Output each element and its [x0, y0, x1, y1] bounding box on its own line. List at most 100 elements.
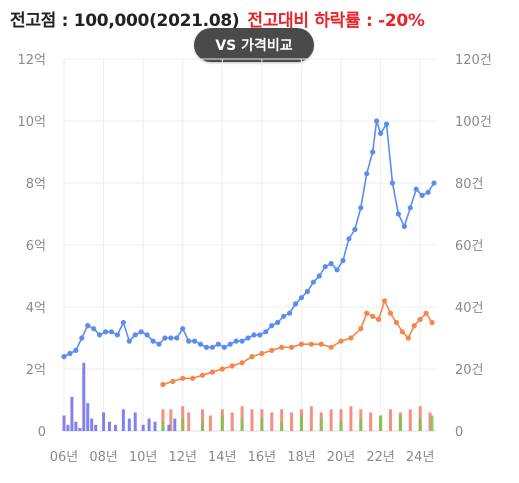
volume-bar-blue	[74, 421, 78, 431]
volume-bar-green	[260, 418, 264, 431]
price-point	[425, 189, 431, 195]
jeonse-point	[364, 310, 370, 316]
volume-bar-green	[418, 418, 422, 431]
volume-bar-green	[398, 415, 402, 431]
drop-rate-label: 전고대비 하락률 : -20%	[247, 11, 425, 31]
jeonse-point	[229, 363, 235, 369]
jeonse-point	[338, 338, 344, 344]
jeonse-point	[288, 344, 295, 350]
price-point	[286, 310, 293, 316]
price-point	[126, 338, 132, 344]
volume-bar-red	[270, 412, 274, 431]
y-right-tick-label: 0	[455, 425, 463, 440]
volume-bar-blue	[82, 362, 86, 431]
volume-bar-blue	[102, 412, 106, 431]
y-right-tick-label: 80건	[455, 177, 484, 192]
jeonse-point	[429, 319, 435, 326]
jeonse-point	[259, 350, 265, 357]
price-point	[215, 341, 221, 347]
price-point	[203, 344, 210, 350]
jeonse-point	[417, 316, 423, 322]
price-point	[310, 279, 316, 285]
y-left-tick-label: 12억	[17, 53, 46, 68]
price-point	[281, 313, 287, 319]
price-point	[227, 341, 233, 347]
y-left-tick-label: 10억	[17, 115, 46, 130]
price-point	[346, 236, 352, 242]
price-point	[79, 335, 85, 341]
price-point	[156, 341, 162, 347]
price-point	[407, 205, 413, 211]
volume-bar-red	[349, 406, 353, 431]
price-point	[374, 118, 380, 124]
price-point	[298, 295, 305, 301]
jeonse-point	[381, 298, 388, 304]
price-point	[108, 329, 115, 335]
price-point	[340, 257, 346, 264]
price-point	[186, 338, 192, 344]
x-tick-label: 08년	[89, 450, 118, 465]
jeonse-point	[239, 360, 245, 366]
volume-bar-red	[428, 412, 432, 431]
jeonse-point	[370, 313, 376, 319]
price-point	[251, 332, 257, 338]
x-tick-label: 14년	[208, 450, 237, 465]
price-point	[292, 301, 299, 307]
vs-compare-button[interactable]: VS 가격비교	[194, 28, 314, 62]
volume-bar-green	[181, 418, 185, 431]
y-left-tick-label: 6억	[26, 239, 46, 254]
volume-bar-blue	[121, 409, 125, 431]
price-point	[275, 319, 281, 326]
price-point	[377, 130, 384, 136]
volume-bar-red	[169, 409, 173, 431]
volume-bar-blue	[147, 418, 151, 431]
volume-bar-blue	[86, 403, 90, 431]
price-point	[263, 329, 269, 335]
price-point	[322, 264, 328, 270]
price-point	[431, 180, 437, 186]
jeonse-point	[180, 375, 186, 381]
jeonse-point	[209, 369, 216, 375]
price-point	[180, 326, 186, 332]
volume-bar-green	[220, 415, 224, 431]
volume-bar-red	[388, 409, 392, 431]
price-point	[197, 341, 204, 347]
price-point	[328, 261, 334, 267]
price-point	[221, 344, 227, 350]
jeonse-point	[170, 378, 176, 384]
price-point	[138, 329, 144, 335]
price-point	[73, 347, 79, 353]
volume-bar-blue	[94, 424, 98, 431]
price-point	[168, 335, 174, 341]
volume-bar-green	[240, 418, 244, 431]
volume-bar-green	[379, 415, 383, 431]
volume-bar-blue	[173, 418, 177, 431]
jeonse-point	[405, 335, 411, 341]
price-point	[233, 338, 239, 344]
jeonse-point	[393, 319, 400, 326]
chart-header: 전고점 : 100,000(2021.08) 전고대비 하락률 : -20%	[10, 6, 425, 31]
jeonse-point	[308, 341, 314, 347]
series	[61, 118, 437, 388]
volume-bar-green	[280, 421, 284, 431]
jeonse-point	[376, 316, 382, 322]
jeonse-point	[279, 344, 285, 350]
x-tick-label: 12년	[168, 450, 197, 465]
price-point	[334, 267, 340, 273]
volume-bar-blue	[78, 427, 82, 431]
jeonse-point	[199, 372, 206, 378]
price-point	[389, 180, 396, 186]
high-price-label: 전고점 : 100,000(2021.08)	[10, 11, 240, 31]
price-point	[358, 205, 364, 211]
volume-bar-red	[408, 409, 412, 431]
price-point	[364, 171, 370, 177]
jeonse-point	[298, 341, 305, 347]
y-left-tick-label: 2억	[26, 363, 46, 378]
jeonse-point	[249, 354, 255, 360]
axes: 0 0 2억 20건 4억 40건 6억 60건 8억 80건 10억 100건 12억 120건 06년 0…	[17, 53, 491, 465]
volume-bar-blue	[127, 418, 131, 431]
volume-bar-red	[280, 409, 284, 431]
jeonse-point	[348, 335, 354, 341]
price-point	[257, 332, 263, 338]
